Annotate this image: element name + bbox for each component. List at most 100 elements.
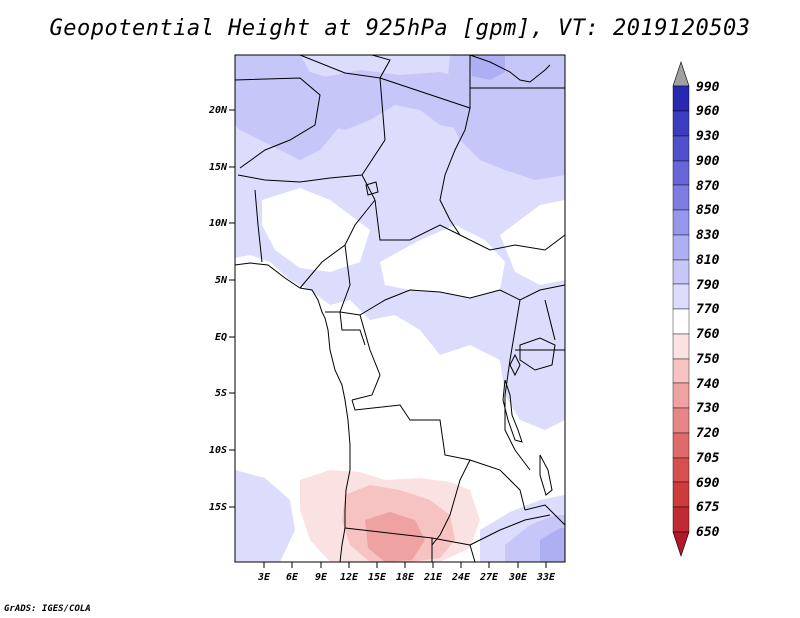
cb-675 (672, 506, 690, 533)
cb-900 (672, 160, 690, 186)
border-cameroon-car (339, 244, 361, 316)
cb-label-690: 690 (696, 476, 720, 491)
lake-malawi (539, 454, 553, 496)
cb-label-850: 850 (696, 203, 720, 218)
cb-label-990: 990 (696, 80, 720, 95)
map-title: Geopotential Height at 925hPa [gpm], VT:… (49, 16, 751, 41)
cb-690 (672, 481, 690, 508)
cb-930 (672, 135, 690, 162)
lon-label-18e: 18E (396, 572, 415, 583)
lat-label-20n: 20N (208, 105, 228, 116)
cb-label-675: 675 (696, 500, 720, 515)
cb-750 (672, 358, 690, 384)
cb-720 (672, 432, 690, 459)
lon-label-30e: 30E (508, 572, 528, 583)
cb-label-790: 790 (696, 278, 720, 293)
border-niger-nigeria (237, 174, 363, 183)
lat-label-eq: EQ (215, 332, 227, 343)
cb-label-730: 730 (696, 401, 720, 416)
lat-label-5n: 5N (215, 275, 228, 286)
border-mozambique (524, 504, 565, 526)
border-angola-zambia (431, 459, 471, 546)
border-uganda-kenya (544, 299, 556, 341)
border-niger-chad (361, 77, 386, 201)
band-770-east (500, 200, 565, 285)
coast-west-africa (235, 262, 351, 562)
band-740-south (365, 512, 425, 562)
cb-label-810: 810 (696, 253, 720, 268)
cb-730 (672, 407, 690, 434)
lat-label-10s: 10S (209, 445, 227, 456)
lon-label-21e: 21E (423, 572, 443, 583)
band-810-north2 (310, 70, 480, 130)
lon-axis: 3E 6E 9E 12E 15E 18E 21E 24E 27E 30E 33E (257, 562, 556, 583)
lake-victoria (519, 337, 556, 371)
lon-label-9e: 9E (315, 572, 328, 583)
border-gabon (325, 311, 366, 346)
band-790-sw (235, 470, 295, 562)
lake-kivu (509, 353, 521, 377)
border-mali-niger (235, 77, 321, 169)
lon-label-24e: 24E (451, 572, 471, 583)
border-car-drc (359, 289, 501, 316)
cb-760 (672, 333, 690, 360)
cb-850 (672, 209, 690, 236)
country-borders (235, 55, 565, 562)
band-770-central (380, 225, 505, 298)
cb-740 (672, 382, 690, 409)
lat-label-5s: 5S (215, 388, 227, 399)
border-zambia-tz (469, 459, 526, 511)
border-chad-car (374, 199, 461, 241)
lon-label-27e: 27E (479, 572, 499, 583)
colorbar-above-arrow (672, 61, 690, 87)
colorbar: 990 960 930 900 870 850 830 810 790 770 … (672, 61, 720, 557)
cb-label-960: 960 (696, 104, 720, 119)
border-southsudan-drc (499, 284, 565, 301)
cb-label-770: 770 (696, 302, 720, 317)
border-angola-namibia (344, 527, 471, 546)
colorbar-below-arrow (672, 531, 690, 557)
band-830-se (540, 528, 565, 562)
geopotential-field (235, 55, 565, 562)
border-chad-sudan (439, 107, 471, 236)
border-congo-drc (351, 314, 381, 401)
cb-705 (672, 457, 690, 483)
cb-830 (672, 234, 690, 261)
border-zambia-zim (469, 514, 551, 546)
map-frame (234, 54, 566, 563)
lat-label-15s: 15S (209, 502, 227, 513)
cb-770 (672, 308, 690, 335)
cb-960 (672, 110, 690, 137)
cb-label-740: 740 (696, 377, 720, 392)
cb-label-900: 900 (696, 154, 720, 169)
cb-label-705: 705 (696, 451, 720, 466)
band-810-ne (445, 55, 565, 180)
lon-label-3e: 3E (257, 572, 271, 583)
cb-label-870: 870 (696, 179, 720, 194)
cb-870 (672, 184, 690, 211)
grads-credit: GrADS: IGES/COLA (4, 604, 91, 614)
cb-990 (672, 85, 690, 112)
band-830-ne (470, 55, 505, 80)
lake-tanganyika (502, 379, 523, 443)
cb-label-930: 930 (696, 129, 720, 144)
lat-axis: 20N 15N 10N 5N EQ 5S 10S 15S (208, 105, 235, 513)
cb-label-650: 650 (696, 525, 720, 540)
border-botswana (469, 544, 476, 562)
cb-label-720: 720 (696, 426, 720, 441)
band-770-west (235, 262, 360, 478)
coast-red-sea (469, 55, 551, 83)
lon-label-33e: 33E (536, 572, 556, 583)
lon-label-6e: 6E (286, 572, 299, 583)
lat-label-15n: 15N (209, 162, 228, 173)
border-angola-drc (351, 399, 471, 461)
cb-label-830: 830 (696, 228, 720, 243)
border-benin (254, 189, 263, 263)
cb-label-760: 760 (696, 327, 720, 342)
cb-810 (672, 259, 690, 285)
band-770-sahel (262, 188, 370, 272)
lon-label-15e: 15E (368, 572, 387, 583)
border-drc-east (504, 299, 531, 471)
cb-790 (672, 283, 690, 310)
